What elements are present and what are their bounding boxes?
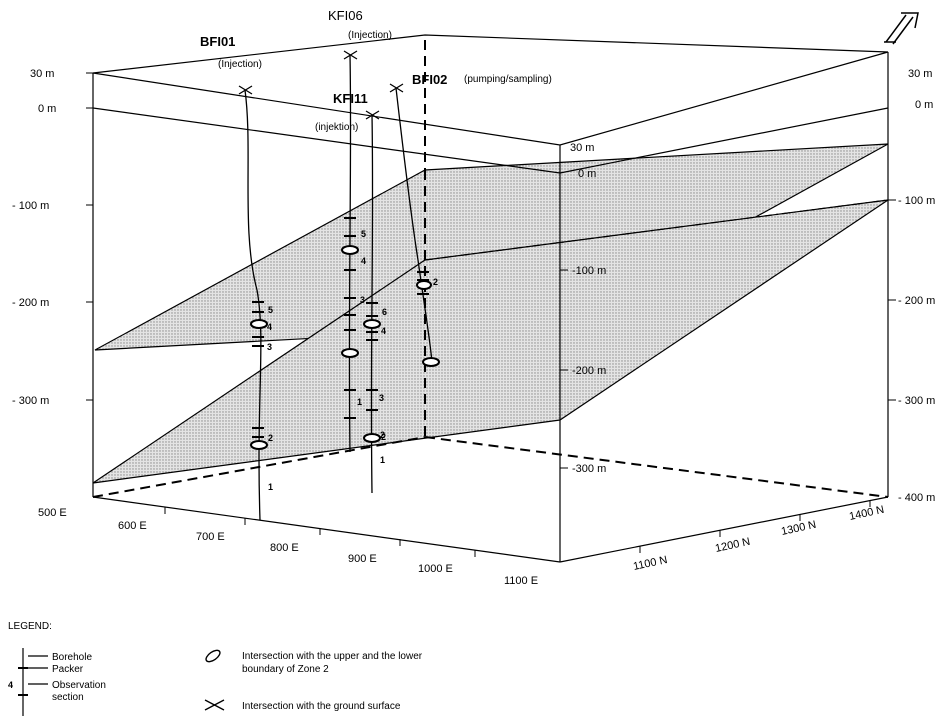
- borehole-bfi02: [389, 83, 440, 367]
- right-depth-label: - 200 m: [898, 295, 935, 307]
- legend-zone-line1: Intersection with the upper and the lowe…: [242, 651, 423, 662]
- section-number: 4: [381, 326, 386, 336]
- borehole-role: (Injection): [348, 30, 392, 41]
- borehole-name: BFI02: [412, 72, 447, 87]
- borehole-bfi01: [238, 85, 268, 521]
- legend-title: LEGEND:: [8, 621, 52, 632]
- section-number: 2: [380, 430, 385, 440]
- legend-observation-section: section: [52, 692, 84, 703]
- east-tick-label: 900 E: [348, 553, 377, 565]
- section-number: 4: [361, 256, 366, 266]
- section-number: 5: [361, 229, 366, 239]
- east-tick-label: 700 E: [196, 531, 225, 543]
- legend-borehole-symbol: [18, 648, 48, 716]
- section-number: 1: [380, 455, 385, 465]
- borehole-name: KFI11: [333, 91, 368, 106]
- left-depth-scale: [86, 72, 93, 401]
- north-tick-label: 1100 N: [632, 554, 668, 573]
- left-depth-label: - 300 m: [12, 395, 49, 407]
- borehole-role: (injektion): [315, 122, 358, 133]
- section-number: 3: [360, 295, 365, 305]
- section-number: 2: [433, 277, 438, 287]
- east-tick-label: 800 E: [270, 542, 299, 554]
- east-axis-ticks: [164, 507, 476, 557]
- left-depth-label: 30 m: [30, 68, 54, 80]
- north-axis-ticks: [639, 500, 871, 553]
- section-number: 1: [268, 482, 273, 492]
- left-depth-label: - 100 m: [12, 200, 49, 212]
- inner-depth-label: -300 m: [572, 463, 606, 475]
- legend-borehole: Borehole: [52, 652, 92, 663]
- right-depth-scale: [888, 199, 896, 401]
- inner-depth-label: -100 m: [572, 265, 606, 277]
- borehole-name: KFI06: [328, 8, 363, 23]
- section-number: 5: [268, 305, 273, 315]
- east-tick-label: 500 E: [38, 507, 67, 519]
- section-number: 6: [382, 307, 387, 317]
- section-number: 2: [268, 433, 273, 443]
- legend-example-number: 4: [8, 680, 13, 690]
- ground-intersection-cross-icon: [204, 699, 225, 711]
- left-depth-label: 0 m: [38, 103, 56, 115]
- right-depth-label: - 100 m: [898, 195, 935, 207]
- north-arrow-icon: [884, 12, 919, 45]
- borehole-role: (Injection): [218, 59, 262, 70]
- borehole-kfi06: [341, 50, 359, 453]
- legend-observation: Observation: [52, 680, 106, 691]
- section-number: 3: [379, 393, 384, 403]
- section-number: 3: [267, 342, 272, 352]
- right-depth-label: - 300 m: [898, 395, 935, 407]
- legend-packer: Packer: [52, 664, 84, 675]
- right-depth-label: 30 m: [908, 68, 932, 80]
- right-depth-label: - 400 m: [898, 492, 935, 504]
- section-number: 4: [267, 322, 272, 332]
- east-tick-label: 600 E: [118, 520, 147, 532]
- section-number: 2: [381, 432, 386, 442]
- inner-depth-label: -200 m: [572, 365, 606, 377]
- left-depth-label: - 200 m: [12, 297, 49, 309]
- north-tick-label: 1300 N: [780, 519, 817, 538]
- inner-depth-label: 0 m: [578, 168, 596, 180]
- borehole-name: BFI01: [200, 34, 235, 49]
- north-tick-label: 1400 N: [848, 504, 885, 523]
- north-tick-label: 1200 N: [714, 536, 751, 555]
- east-tick-label: 1100 E: [504, 575, 538, 587]
- right-depth-label: 0 m: [915, 99, 933, 111]
- block-frame: [92, 34, 889, 563]
- section-number: 1: [357, 397, 362, 407]
- borehole-kfi11: [363, 110, 381, 494]
- legend-zone-line2: boundary of Zone 2: [242, 664, 329, 675]
- intersection-ellipse-icon: [205, 649, 221, 663]
- borehole-role: (pumping/sampling): [464, 74, 552, 85]
- inner-depth-label: 30 m: [570, 142, 594, 154]
- east-tick-label: 1000 E: [418, 563, 453, 575]
- legend-ground: Intersection with the ground surface: [242, 701, 401, 712]
- inner-depth-scale: [560, 269, 568, 469]
